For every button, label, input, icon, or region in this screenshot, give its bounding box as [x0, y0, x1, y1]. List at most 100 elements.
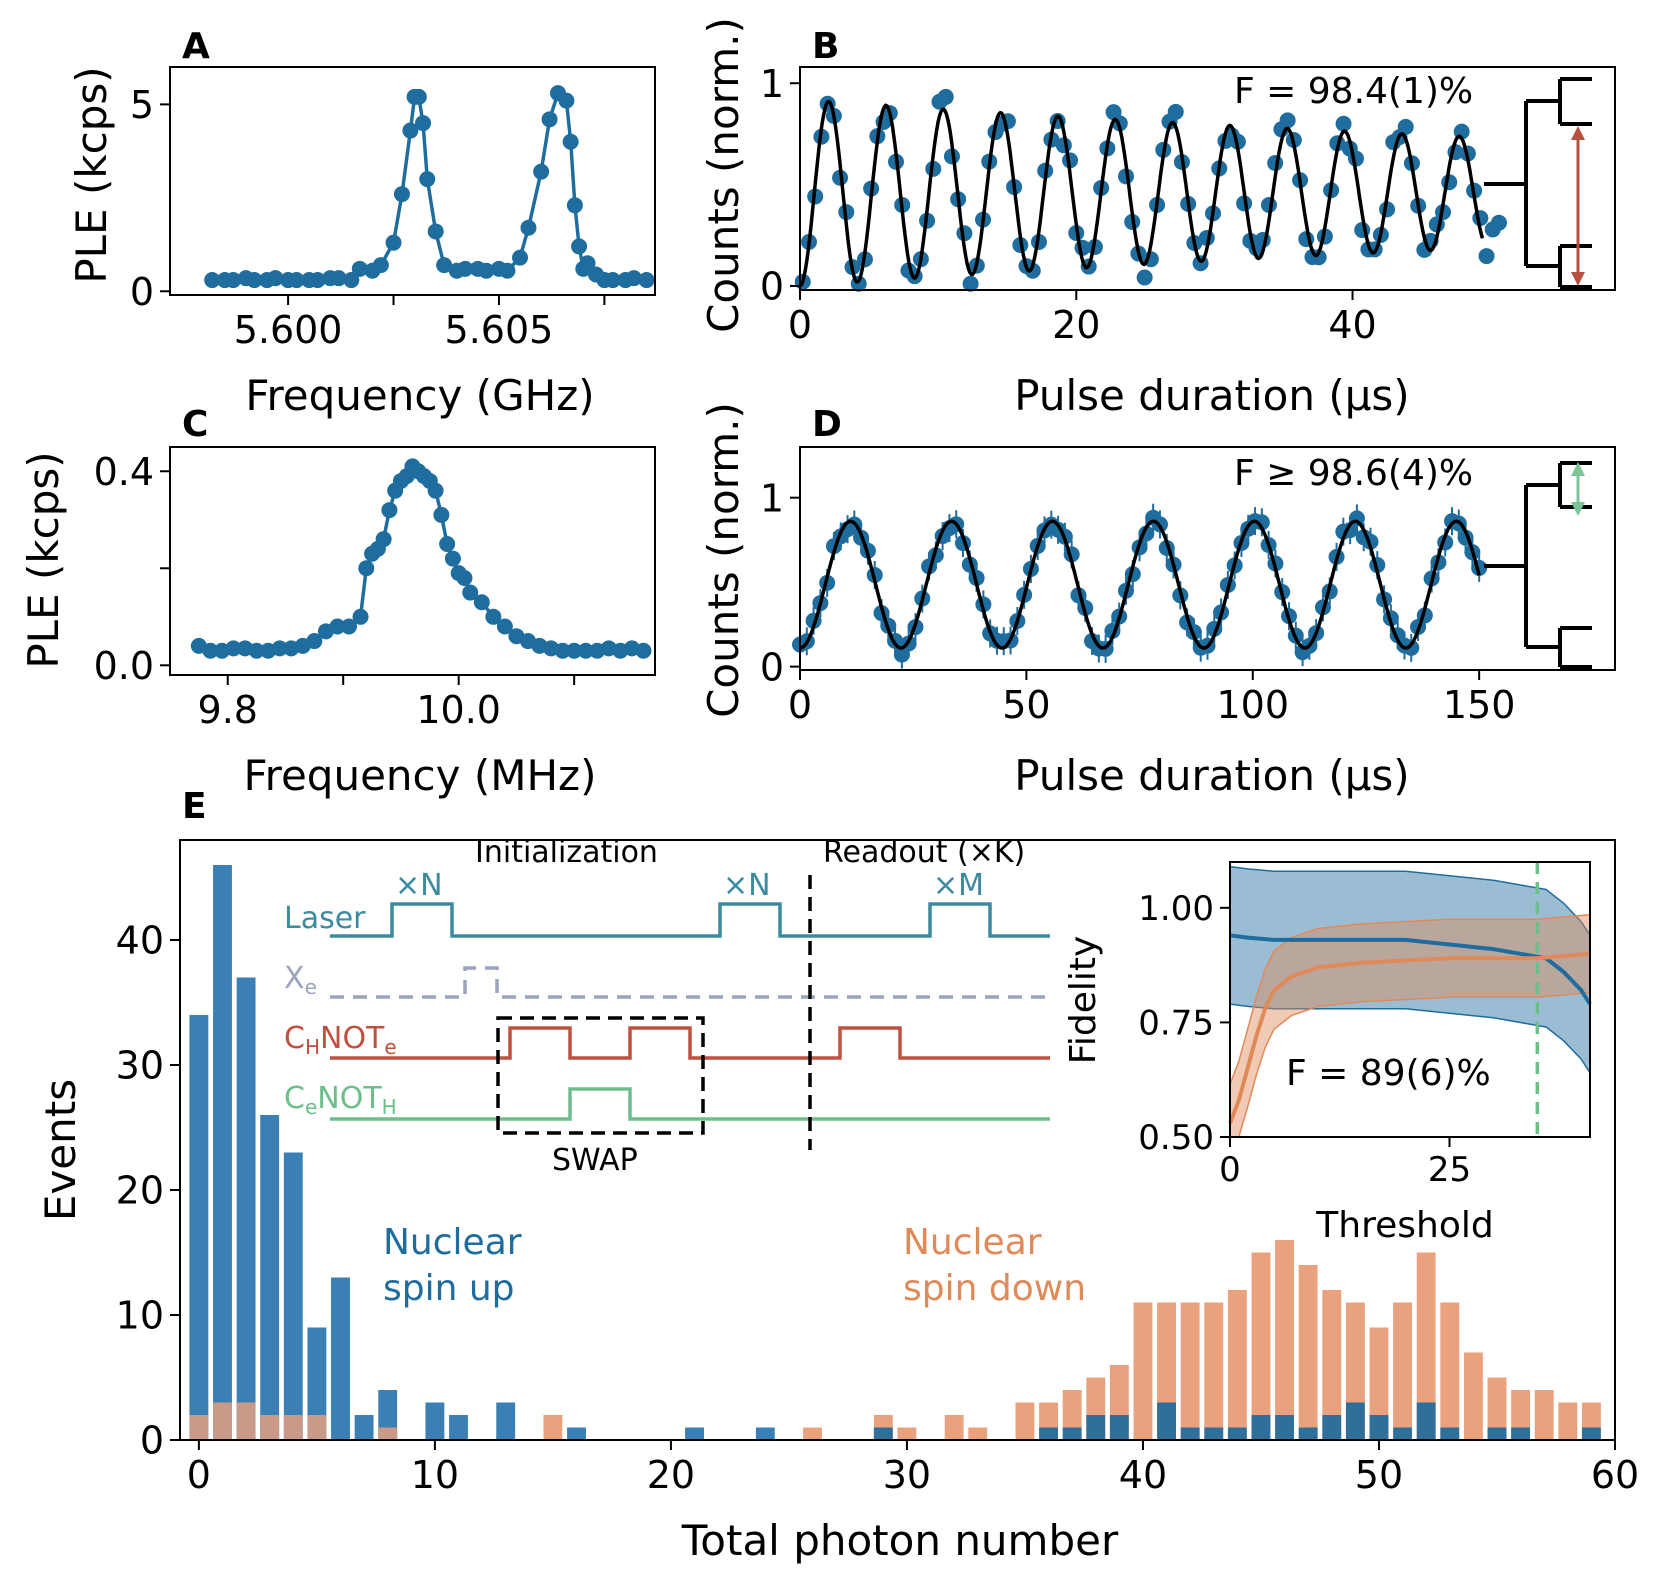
panel-b-xlabel: Pulse duration (μs) [1014, 371, 1409, 420]
data-point [393, 186, 410, 203]
data-point [1253, 514, 1270, 531]
panel-e: E 0 10 20 30 40 50 60 0 10 20 30 40 Total photon nu… [36, 786, 1639, 1565]
data-point [1024, 262, 1041, 279]
data-point [204, 272, 221, 289]
data-point [351, 260, 368, 277]
bar-spin-up [449, 1415, 468, 1440]
fit-curve-b [798, 99, 1485, 288]
bar-spin-down [1275, 1240, 1295, 1440]
section-readout: Readout (×K) [823, 835, 1025, 870]
x-tick-label: 0 [187, 1453, 211, 1497]
bar-spin-up [1393, 1427, 1413, 1440]
data-point [533, 163, 550, 180]
data-point [329, 618, 346, 635]
data-point [248, 642, 265, 659]
data-point [562, 133, 579, 150]
bar-spin-up [1157, 1402, 1177, 1440]
inset-ylabel: Fidelity [1063, 936, 1104, 1065]
data-point [436, 257, 453, 274]
data-point [246, 272, 263, 289]
data-point [343, 272, 360, 289]
panel-b: B 0 20 40 0 1 Pulse duration (μs) Counts (no… [699, 17, 1616, 420]
bar-spin-up [873, 1427, 893, 1440]
bar-spin-up [1345, 1402, 1365, 1440]
data-point [427, 223, 444, 240]
bar-spin-down [1487, 1377, 1507, 1440]
fidelity-line [1229, 933, 1592, 1006]
panel-b-ylabel: Counts (norm.) [699, 17, 748, 333]
bar-spin-up [496, 1402, 516, 1440]
panel-c-ylabel: PLE (kcps) [19, 451, 68, 668]
data-point [457, 260, 474, 277]
data-point [410, 88, 427, 105]
data-point [1478, 248, 1495, 265]
y-tick-label: 1 [760, 62, 784, 106]
bar-spin-down [1133, 1302, 1153, 1440]
bar-spin-down [1227, 1290, 1247, 1440]
panel-e-xlabel: Total photon number [681, 1516, 1119, 1565]
panel-b-plot: 0 20 40 0 1 [760, 62, 1616, 347]
chnote-waveform [330, 1026, 1050, 1060]
y-tick-label: 40 [116, 919, 164, 963]
data-point [558, 92, 575, 109]
bar-spin-down [1180, 1302, 1200, 1440]
bar-spin-up [1369, 1415, 1389, 1440]
bar-spin-down [543, 1415, 563, 1440]
data-point [309, 272, 326, 289]
bar-spin-up [1204, 1427, 1224, 1440]
data-point [427, 482, 444, 499]
inset-fidelity: F = 89(6)% [1286, 1053, 1491, 1094]
x-tick-label: 20 [647, 1453, 695, 1497]
y-tick-label: 5 [130, 83, 154, 127]
bar-spin-up [567, 1427, 586, 1440]
bar-spin-up [1086, 1415, 1106, 1440]
bar-spin-down [1440, 1302, 1460, 1440]
bar-spin-down [968, 1427, 988, 1440]
x-tick-label: 50 [1002, 683, 1050, 727]
bar-spin-up [1298, 1427, 1318, 1440]
panel-label-d: D [812, 404, 842, 445]
row-label-laser: Laser [284, 901, 366, 936]
data-point [225, 640, 242, 657]
panel-c-xlabel: Frequency (MHz) [244, 751, 597, 800]
bar-spin-up [1581, 1427, 1601, 1440]
bar-spin-up [213, 865, 232, 1440]
data-point [462, 584, 479, 601]
panel-d-fidelity: F ≥ 98.6(4)% [1234, 453, 1473, 494]
bar-spin-down [1416, 1252, 1436, 1440]
x-tick-label: 9.8 [198, 688, 258, 732]
x-tick-label: 150 [1443, 683, 1516, 727]
repeat-label-3: ×M [933, 868, 984, 903]
swap-box [496, 1016, 705, 1135]
bar-spin-up [1511, 1427, 1531, 1440]
bar-spin-up [189, 1015, 209, 1440]
panel-a: A 5.600 5.605 0 5 Frequency (GHz) PLE (kcps… [67, 26, 656, 420]
bar-spin-up [1251, 1415, 1271, 1440]
level-diagram-d [1484, 461, 1592, 669]
bar-spin-up [283, 1152, 303, 1440]
x-tick-label: 5.600 [234, 308, 343, 352]
bar-spin-down [189, 1415, 209, 1440]
data-point [566, 642, 583, 659]
panel-label-a: A [182, 26, 210, 67]
data-point [1403, 639, 1420, 656]
bar-spin-down [213, 1402, 232, 1440]
panel-a-ylabel: PLE (kcps) [67, 66, 116, 283]
transition-arrow-b [1571, 126, 1585, 286]
bar-spin-down [1251, 1252, 1271, 1440]
xe-waveform [330, 966, 1050, 999]
bar-spin-down [803, 1427, 822, 1440]
data-point [288, 272, 305, 289]
data-point [372, 257, 389, 274]
panel-a-xlabel: Frequency (GHz) [245, 371, 594, 420]
data-point [419, 171, 436, 188]
panel-d-xlabel: Pulse duration (μs) [1014, 751, 1409, 800]
axes-frame [169, 66, 656, 296]
bar-spin-up [331, 1277, 350, 1440]
bar-spin-down [307, 1415, 327, 1440]
data-point [496, 618, 513, 635]
fit-curve-d [799, 519, 1481, 650]
data-point [456, 569, 473, 586]
x-tick-label: 20 [1052, 303, 1100, 347]
panel-label-c: C [182, 404, 208, 445]
